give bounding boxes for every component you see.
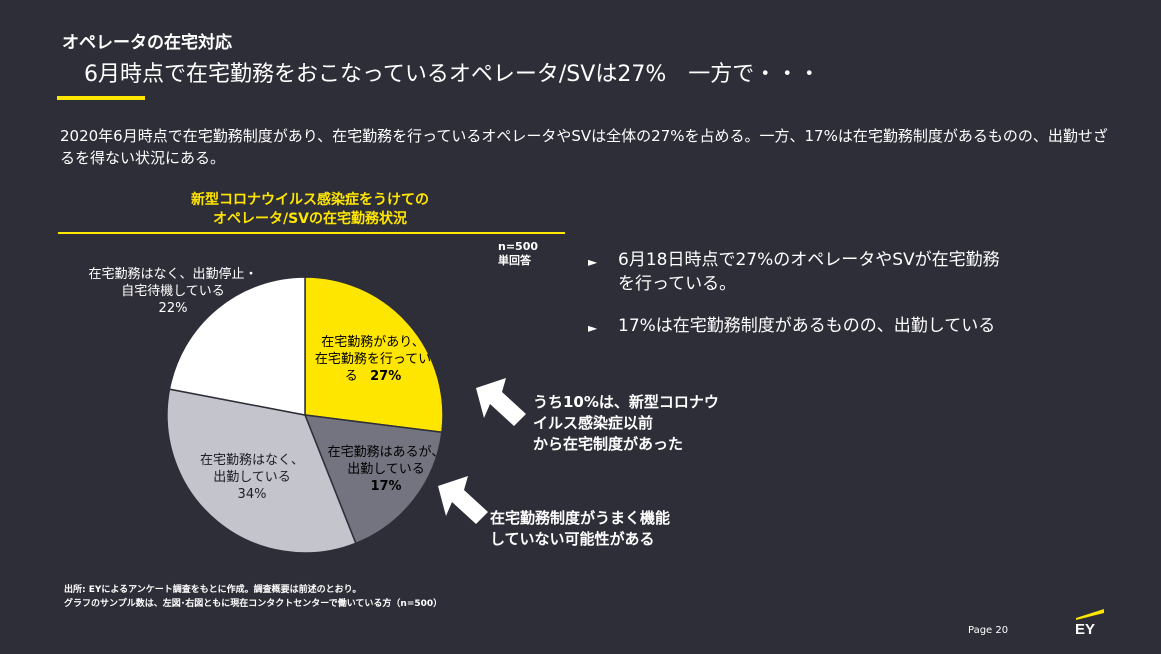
chart-title-line2: オペレータ/SVの在宅勤務状況	[212, 211, 408, 227]
bullet-item: ► 17%は在宅勤務制度があるものの、出勤している	[588, 314, 1078, 338]
pointer-arrow-icon	[476, 378, 526, 426]
source-note: 出所: EYによるアンケート調査をもとに作成。調査概要は前述のとおり。 グラフの…	[64, 583, 442, 611]
pie-slice-commuting	[303, 414, 443, 545]
slice-label-line: 在宅勤務があり、	[321, 335, 425, 350]
pie-chart	[166, 276, 444, 554]
bullet-line: 6月18日時点で27%のオペレータやSVが在宅勤務	[618, 250, 1000, 270]
source-line: 出所: EYによるアンケート調査をもとに作成。調査概要は前述のとおり。	[64, 585, 362, 595]
annotation-not-functioning: 在宅勤務制度がうまく機能 していない可能性がある	[490, 508, 730, 550]
slice-label-no-system: 在宅勤務はなく、 出勤している 34%	[182, 452, 322, 503]
slice-value: 17%	[370, 479, 402, 494]
pie-slice-remote	[304, 276, 444, 434]
slice-label-remote: 在宅勤務があり、 在宅勤務を行ってい る 27%	[304, 334, 442, 385]
annotation-line: うち10%は、新型コロナウ	[533, 393, 719, 411]
slice-label-line: 在宅勤務はなく、	[199, 453, 304, 468]
triangle-bullet-icon: ►	[588, 321, 598, 335]
pie-slice-no-system	[166, 388, 357, 554]
slice-label-suspended: 在宅勤務はなく、出勤停止・ 自宅待機している 22%	[58, 266, 288, 317]
summary-text: 2020年6月時点で在宅勤務制度があり、在宅勤務を行っているオペレータやSVは全…	[60, 127, 1108, 167]
section-title: オペレータの在宅対応	[62, 33, 232, 53]
slice-label-line: 在宅勤務はなく、出勤停止・	[88, 267, 258, 282]
slice-label-line: 出勤している	[347, 462, 425, 477]
slice-label-line: 出勤している	[213, 470, 291, 485]
chart-title: 新型コロナウイルス感染症をうけての オペレータ/SVの在宅勤務状況	[60, 191, 560, 229]
slice-value: 27%	[370, 369, 402, 384]
sample-size: n=500	[498, 240, 539, 253]
logo-text: EY	[1075, 621, 1095, 636]
pie-slice-suspended	[168, 276, 306, 416]
bullet-line: 17%は在宅勤務制度があるものの、出勤している	[618, 316, 996, 336]
chart-title-rule	[58, 232, 565, 234]
bullet-item: ► 6月18日時点で27%のオペレータやSVが在宅勤務 を行っている。	[588, 248, 1078, 296]
slice-label-line: る	[344, 369, 358, 384]
ey-logo: EY	[1075, 609, 1104, 636]
triangle-bullet-icon: ►	[588, 255, 598, 269]
answer-type: 単回答	[498, 254, 531, 267]
chart-title-line1: 新型コロナウイルス感染症をうけての	[191, 192, 429, 208]
annotation-line: から在宅制度があった	[533, 435, 684, 453]
page-headline: 6月時点で在宅勤務をおこなっているオペレータ/SVは27% 一方で・・・	[84, 62, 821, 87]
annotation-line: イルス感染症以前	[533, 414, 654, 432]
slice-label-line: 在宅勤務はあるが、	[327, 445, 445, 460]
slice-label-commuting: 在宅勤務はあるが、 出勤している 17%	[312, 444, 460, 495]
page-number: Page 20	[968, 625, 1009, 636]
pointer-arrow-icon	[438, 476, 488, 524]
slice-label-line: 自宅待機している	[121, 284, 225, 299]
annotation-line: 在宅勤務制度がうまく機能	[490, 509, 671, 527]
source-line: グラフのサンプル数は、左図･右図ともに現在コンタクトセンターで働いている方（n=…	[64, 599, 443, 609]
sample-size-note: n=500 単回答	[498, 240, 538, 268]
slice-value: 34%	[237, 487, 267, 502]
slice-value: 22%	[158, 301, 188, 316]
annotation-prior-system: うち10%は、新型コロナウ イルス感染症以前 から在宅制度があった	[533, 392, 773, 455]
slice-label-line: 在宅勤務を行ってい	[314, 352, 432, 367]
annotation-line: していない可能性がある	[490, 530, 655, 548]
bullet-line: を行っている。	[618, 274, 737, 294]
accent-bar	[57, 96, 145, 100]
